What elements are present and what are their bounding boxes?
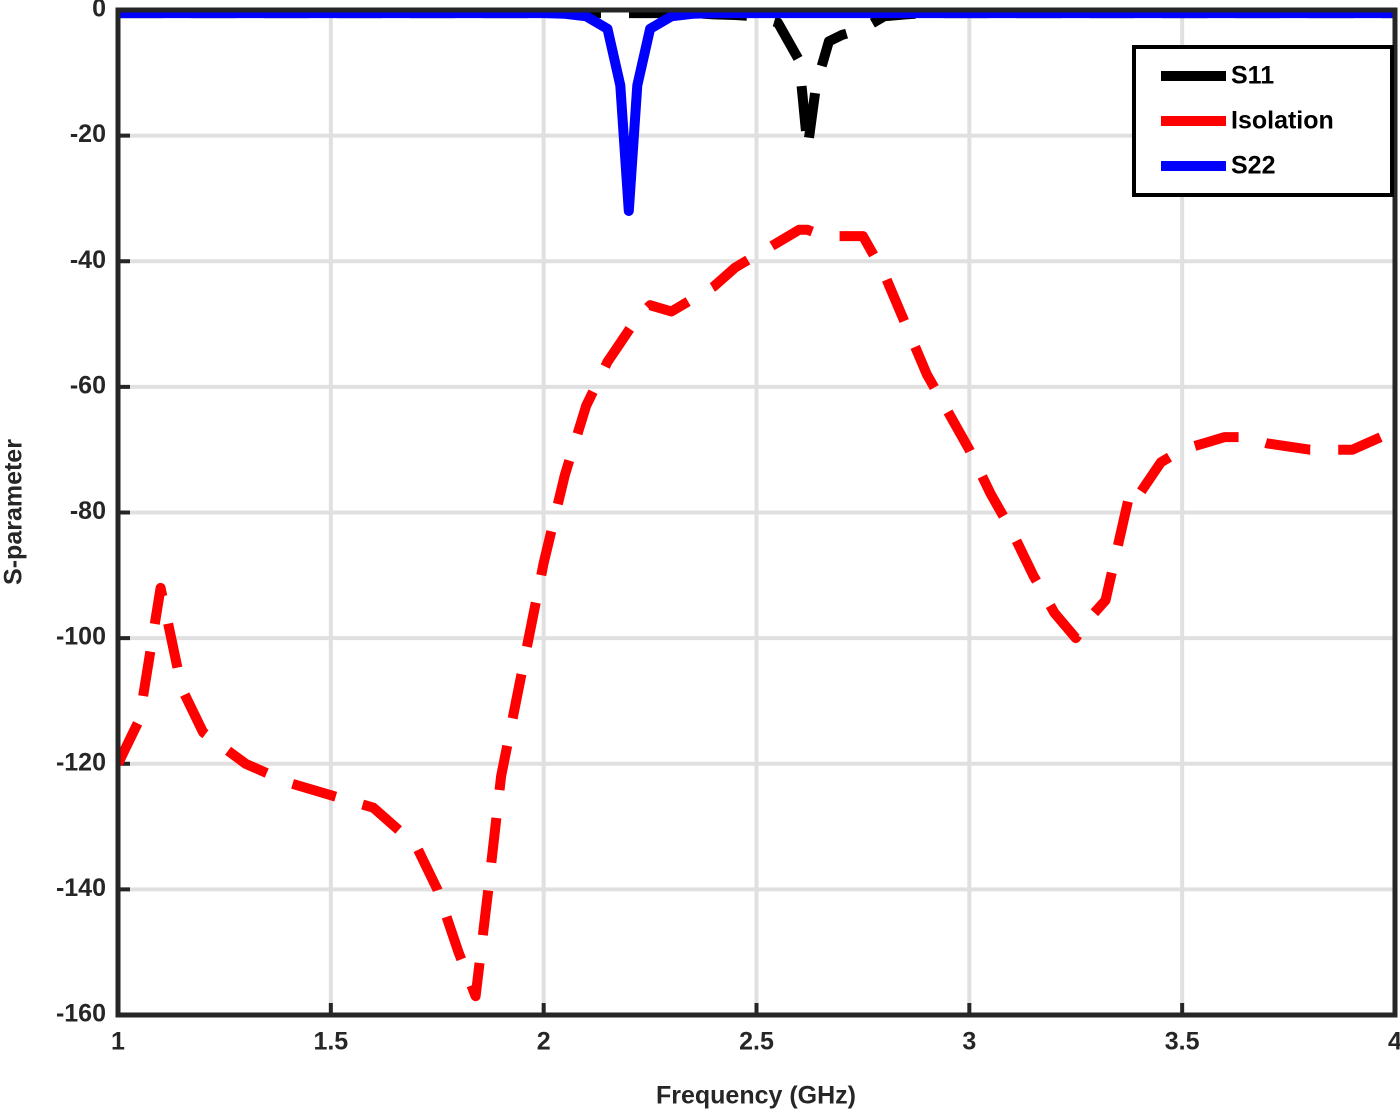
series-line [118, 224, 1397, 1002]
y-tick-label: -80 [70, 497, 106, 525]
y-axis-label: S-parameter [0, 439, 28, 585]
x-tick-label: 1 [111, 1028, 125, 1056]
x-tick-label: 2 [537, 1028, 551, 1056]
plot-lines [118, 8, 1397, 1002]
axes-box [115, 7, 1398, 1018]
y-tick-label: -20 [70, 120, 106, 148]
y-tick-label: 0 [92, 0, 106, 23]
y-tick-label: -60 [70, 371, 106, 399]
y-tick-label: -100 [56, 623, 106, 651]
x-tick-label: 2.5 [739, 1028, 774, 1056]
series-line [118, 8, 1395, 216]
x-tick-label: 1.5 [313, 1028, 348, 1056]
y-tick-label: -140 [56, 874, 106, 902]
y-tick-label: -120 [56, 748, 106, 776]
x-axis-label: Frequency (GHz) [656, 1082, 856, 1110]
legend-label: S22 [1231, 152, 1275, 180]
x-tick-label: 3.5 [1165, 1028, 1200, 1056]
legend-label: S11 [1231, 62, 1274, 90]
y-tick-label: -160 [56, 1000, 106, 1028]
y-tick-label: -40 [70, 246, 106, 274]
x-tick-label: 4 [1388, 1028, 1400, 1056]
x-tick-label: 3 [962, 1028, 976, 1056]
legend-label: Isolation [1231, 107, 1334, 135]
